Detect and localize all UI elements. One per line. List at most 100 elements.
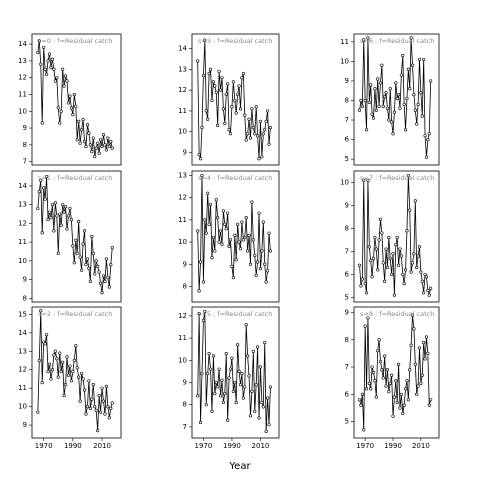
data-point (236, 92, 240, 96)
data-point (78, 141, 82, 145)
data-point (197, 153, 201, 157)
data-point (53, 79, 57, 83)
data-point (422, 291, 426, 295)
data-point (201, 280, 206, 284)
series-line (359, 37, 432, 158)
data-point (240, 372, 244, 376)
data-point (396, 362, 401, 366)
data-point (61, 360, 65, 364)
data-point (423, 357, 427, 361)
data-point (109, 262, 113, 267)
y-tick-label: 11 (178, 107, 187, 115)
data-point (200, 125, 204, 130)
data-point (62, 393, 66, 398)
data-point (208, 202, 213, 206)
x-tick-label: 1970 (35, 442, 53, 450)
data-point (429, 286, 433, 290)
series-line (197, 311, 271, 432)
series-line (359, 175, 432, 296)
data-point (36, 50, 40, 55)
data-point (371, 116, 376, 120)
data-point (100, 291, 104, 295)
data-point (210, 98, 214, 103)
panel-title: s=0 : f=Residual catch (38, 37, 112, 45)
data-point (80, 268, 84, 272)
data-point (50, 57, 55, 61)
data-point (250, 107, 254, 111)
data-point (109, 406, 113, 411)
data-point (81, 377, 85, 381)
data-point (253, 409, 257, 413)
data-point (360, 104, 364, 108)
data-point (206, 191, 210, 195)
data-point (387, 236, 391, 240)
y-tick-label: 8 (345, 96, 349, 104)
data-point (373, 236, 377, 240)
data-point (267, 423, 271, 427)
data-point (263, 262, 267, 266)
y-tick-label: 12 (178, 194, 187, 202)
data-point (401, 53, 405, 58)
data-point (224, 92, 228, 96)
data-point (207, 222, 211, 226)
data-point (402, 403, 406, 407)
data-point (98, 410, 103, 414)
data-point (211, 354, 215, 358)
data-point (82, 139, 87, 144)
data-point (256, 260, 260, 264)
data-point (87, 131, 91, 135)
data-point (258, 267, 263, 271)
data-point (203, 218, 207, 222)
data-point (56, 106, 60, 110)
data-point (254, 273, 258, 277)
data-point (53, 349, 57, 353)
data-point (416, 254, 420, 258)
y-tick-label: 8 (345, 224, 349, 232)
data-point (395, 236, 399, 240)
data-point (59, 369, 63, 374)
data-point (257, 416, 261, 420)
data-point (78, 399, 82, 403)
data-point (263, 128, 267, 132)
data-point (357, 263, 362, 267)
data-point (71, 244, 75, 248)
data-point (415, 392, 419, 396)
y-tick-label: 12 (18, 74, 27, 82)
data-point (420, 279, 424, 283)
data-point (201, 318, 206, 322)
data-point (364, 387, 369, 391)
data-point (208, 67, 213, 71)
data-point (84, 262, 88, 267)
data-point (384, 91, 388, 95)
data-point (231, 275, 235, 280)
data-point (402, 102, 406, 106)
data-point (268, 385, 273, 389)
data-point (417, 57, 422, 62)
data-point (63, 382, 68, 387)
y-tick-label: 5 (345, 155, 349, 163)
data-point (109, 139, 113, 144)
data-point (240, 220, 244, 224)
y-tick-label: 15 (18, 310, 27, 318)
data-point (227, 128, 231, 132)
data-point (246, 132, 250, 136)
panel-title: s=5 : f=Residual catch (198, 310, 272, 318)
y-tick-label: 9 (345, 77, 349, 85)
data-point (251, 125, 255, 130)
data-point (384, 247, 388, 251)
data-point (106, 405, 110, 409)
data-point (96, 264, 100, 269)
y-tick-label: 7 (23, 158, 27, 166)
data-point (388, 87, 392, 91)
data-point (217, 69, 221, 74)
data-point (221, 400, 225, 405)
data-point (429, 79, 433, 83)
y-tick-label: 5 (345, 418, 349, 426)
data-point (93, 272, 97, 276)
x-tick-label: 1990 (384, 442, 402, 450)
data-point (238, 247, 243, 251)
data-point (420, 114, 424, 118)
plot-frame (191, 33, 280, 166)
data-point (423, 134, 427, 138)
panel-title: s=4 : f=Residual catch (198, 174, 272, 182)
